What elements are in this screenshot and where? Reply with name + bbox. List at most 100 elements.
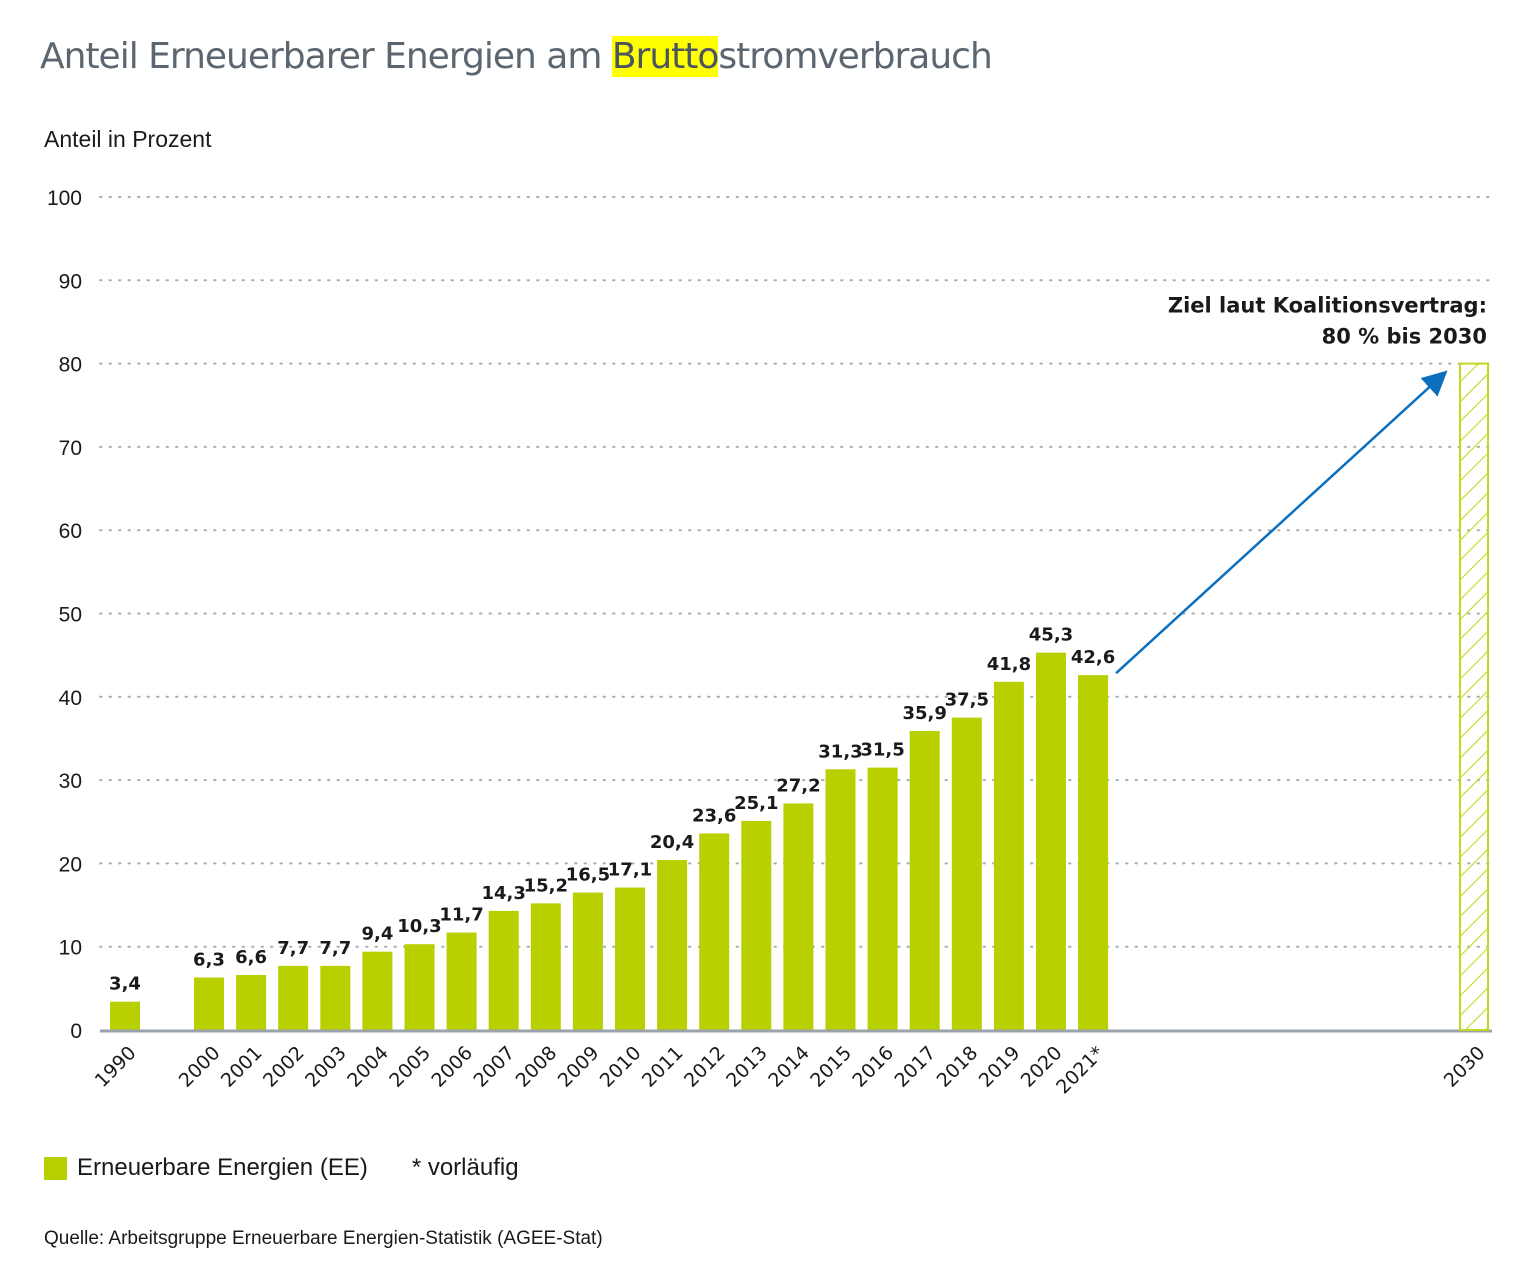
bar-2003	[320, 965, 351, 1030]
bar-2020	[1036, 652, 1066, 1030]
value-label-2004: 9,4	[361, 924, 393, 945]
x-label-2002: 2002	[259, 1042, 309, 1092]
target-annotation-line1: Ziel laut Koalitionsvertrag:	[1168, 294, 1487, 318]
legend-label-ee: Erneuerbare Energien (EE)	[77, 1154, 368, 1181]
bar-2008	[530, 903, 561, 1030]
x-label-2016: 2016	[848, 1042, 898, 1092]
x-label-1990: 1990	[91, 1042, 141, 1092]
value-label-2021: 42,6	[1071, 647, 1115, 668]
value-label-2008: 15,2	[524, 875, 568, 896]
value-label-2009: 16,5	[566, 865, 610, 886]
value-label-2018: 37,5	[945, 690, 989, 711]
target-annotation-line2: 80 % bis 2030	[1322, 325, 1487, 349]
chart-title: Anteil Erneuerbarer Energien am Bruttost…	[40, 36, 993, 77]
x-label-2018: 2018	[933, 1042, 983, 1092]
value-label-1990: 3,4	[109, 974, 141, 995]
x-label-2030: 2030	[1440, 1042, 1490, 1092]
source-note: Quelle: Arbeitsgruppe Erneuerbare Energi…	[44, 1228, 603, 1249]
x-label-2019: 2019	[975, 1042, 1025, 1092]
bar-2015	[825, 769, 856, 1030]
bar-2005	[404, 944, 435, 1030]
x-label-2007: 2007	[469, 1042, 519, 1092]
bar-2010	[615, 887, 645, 1030]
bar-2002	[278, 965, 309, 1030]
value-label-2010: 17,1	[608, 860, 652, 881]
x-label-2004: 2004	[343, 1042, 393, 1092]
y-axis-ticks: 0 10 20 30 40 50 60 70 80 90 100	[47, 187, 82, 1043]
bar-2019	[993, 681, 1024, 1030]
y-tick-label-100: 100	[47, 187, 82, 210]
value-label-2019: 41,8	[987, 654, 1031, 675]
bar-2004	[362, 951, 393, 1030]
x-label-2017: 2017	[890, 1042, 940, 1092]
bar-2013	[741, 820, 772, 1030]
value-label-2012: 23,6	[692, 805, 736, 826]
bar-2000	[194, 977, 224, 1030]
title-part-2: stromverbrauch	[718, 36, 992, 77]
y-tick-label-90: 90	[59, 270, 82, 293]
bar-1990	[110, 1001, 140, 1030]
x-label-2011: 2011	[638, 1042, 688, 1092]
bar-2007	[488, 910, 519, 1030]
bar-2006	[446, 932, 477, 1030]
y-tick-label-50: 50	[59, 604, 82, 627]
value-label-2003: 7,7	[319, 938, 351, 959]
bar-2012	[699, 833, 730, 1030]
bar-2009	[572, 892, 603, 1030]
value-label-2013: 25,1	[734, 793, 778, 814]
bar-2017	[909, 730, 940, 1030]
y-tick-label-10: 10	[59, 937, 82, 960]
value-label-2005: 10,3	[397, 916, 441, 937]
legend: Erneuerbare Energien (EE) * vorläufig	[44, 1154, 519, 1182]
value-label-2007: 14,3	[481, 883, 525, 904]
value-label-2000: 6,3	[193, 950, 225, 971]
x-label-2008: 2008	[512, 1042, 562, 1092]
bar-2021	[1078, 675, 1109, 1030]
value-label-2015: 31,3	[818, 741, 862, 762]
target-arrow	[1115, 370, 1448, 675]
bar-2016	[867, 767, 898, 1030]
y-axis-title: Anteil in Prozent	[44, 126, 212, 152]
value-labels: 3,4 6,3 6,6 7,7 7,7 9,4 10,311,714,315,216,517…	[109, 625, 1115, 995]
title-highlight: Brutto	[611, 36, 719, 77]
x-label-2015: 2015	[806, 1042, 856, 1092]
gridlines	[99, 196, 1493, 948]
x-label-2014: 2014	[764, 1042, 814, 1092]
value-label-2017: 35,9	[902, 703, 946, 724]
y-tick-label-60: 60	[59, 520, 82, 543]
title-part-1: Anteil Erneuerbarer Energien am	[40, 36, 612, 77]
x-axis-labels: 1990 200020012002200320042005200620072008…	[91, 1042, 1490, 1098]
x-label-2009: 2009	[554, 1042, 604, 1092]
value-label-2014: 27,2	[776, 775, 820, 796]
x-label-2003: 2003	[301, 1042, 351, 1092]
y-tick-label-0: 0	[70, 1020, 82, 1043]
value-label-2020: 45,3	[1029, 625, 1073, 646]
legend-swatch-ee	[44, 1156, 67, 1180]
x-label-2000: 2000	[175, 1042, 225, 1092]
bars	[110, 652, 1109, 1030]
x-label-2010: 2010	[596, 1042, 646, 1092]
target-bar-2030	[1459, 362, 1489, 1032]
bar-2011	[657, 860, 688, 1030]
y-tick-label-70: 70	[59, 437, 82, 460]
y-tick-label-20: 20	[59, 853, 82, 876]
bar-2001	[236, 975, 267, 1030]
x-label-2012: 2012	[680, 1042, 730, 1092]
y-tick-label-40: 40	[59, 687, 82, 710]
y-tick-label-80: 80	[59, 354, 82, 377]
value-label-2011: 20,4	[650, 832, 694, 853]
value-label-2016: 31,5	[860, 740, 904, 761]
bar-2014	[783, 803, 814, 1030]
legend-footnote: * vorläufig	[411, 1154, 519, 1181]
value-label-2001: 6,6	[235, 947, 267, 968]
value-label-2006: 11,7	[439, 905, 483, 926]
x-label-2013: 2013	[722, 1042, 772, 1092]
x-label-2021: 2021*	[1052, 1042, 1108, 1098]
y-tick-label-30: 30	[59, 770, 82, 793]
x-label-2001: 2001	[217, 1042, 267, 1092]
value-label-2002: 7,7	[277, 938, 309, 959]
bar-2018	[951, 717, 982, 1030]
x-label-2005: 2005	[385, 1042, 435, 1092]
x-label-2006: 2006	[427, 1042, 477, 1092]
